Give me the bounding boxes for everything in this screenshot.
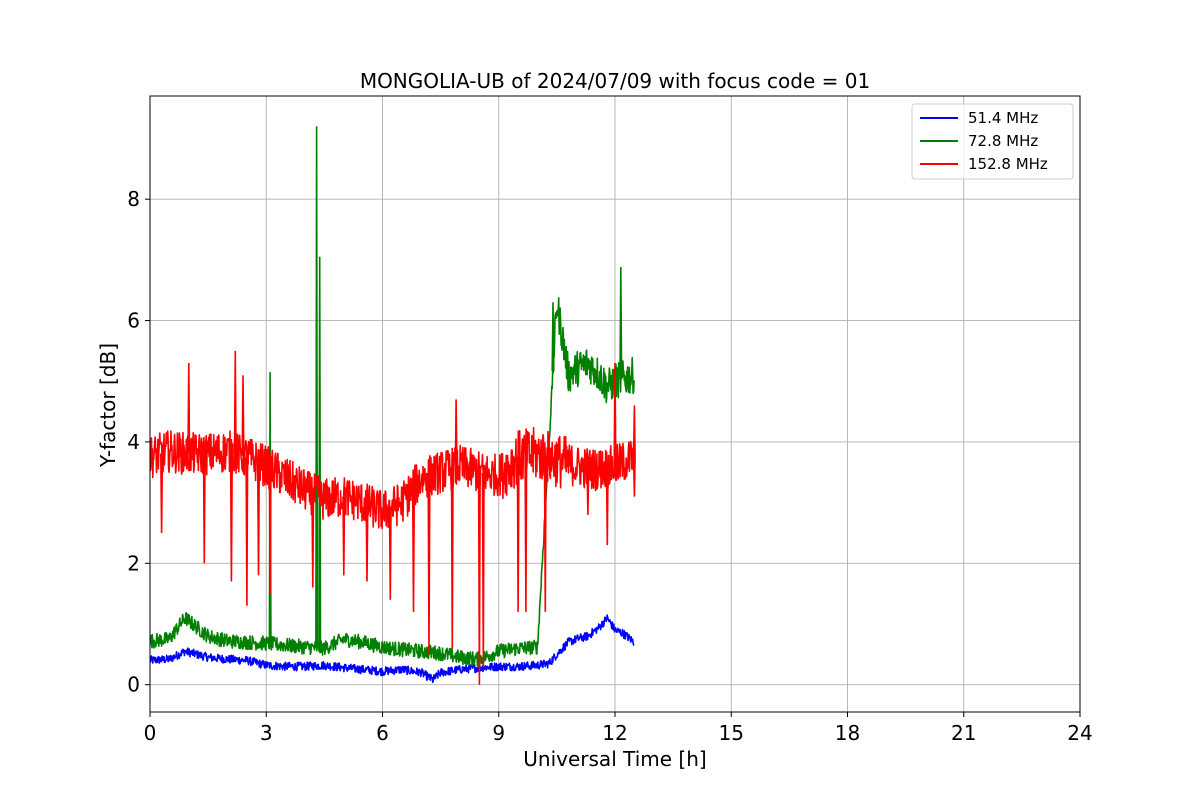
series-spike: [605, 467, 609, 546]
series-spike: [613, 362, 617, 467]
x-tick-label: 0: [144, 721, 157, 745]
series-spike: [632, 457, 636, 497]
legend-box: [911, 103, 1074, 180]
series-spike: [454, 399, 458, 468]
series-spike: [202, 454, 206, 564]
series-spike: [619, 267, 623, 380]
series-spike: [315, 126, 319, 648]
y-tick-label: 4: [127, 430, 140, 454]
y-tick-label: 8: [127, 187, 140, 211]
series-spike: [524, 455, 528, 612]
series-spike: [551, 302, 555, 372]
x-tick-label: 9: [492, 721, 505, 745]
chart-title: MONGOLIA-UB of 2024/07/09 with focus cod…: [360, 69, 870, 93]
series-spike: [241, 375, 245, 456]
y-axis-label: Y-factor [dB]: [96, 343, 120, 468]
series-spike: [632, 405, 636, 458]
x-tick-label: 12: [602, 721, 627, 745]
series-spike: [160, 453, 164, 534]
x-tick-label: 21: [951, 721, 976, 745]
x-tick-label: 15: [719, 721, 744, 745]
series-spike: [268, 468, 272, 594]
series-spike: [427, 475, 431, 655]
series-spike: [229, 452, 233, 582]
series-spike: [342, 496, 346, 576]
x-tick-label: 24: [1067, 721, 1092, 745]
series-spike: [365, 504, 369, 582]
series-spike: [187, 362, 191, 455]
y-tick-label: 2: [127, 551, 140, 575]
x-tick-label: 3: [260, 721, 273, 745]
series-spike: [543, 456, 547, 612]
series-spike: [318, 256, 322, 649]
series-layer: [150, 126, 636, 685]
x-axis-label: Universal Time [h]: [523, 747, 706, 771]
series-spike: [477, 472, 481, 685]
series-spike: [586, 467, 590, 515]
legend-label: 51.4 MHz: [968, 109, 1038, 127]
y-tick-label: 6: [127, 309, 140, 333]
series-spike: [450, 468, 454, 649]
series-spike: [311, 494, 315, 588]
legend-label: 152.8 MHz: [968, 155, 1048, 173]
legend-label: 72.8 MHz: [968, 132, 1038, 150]
series-spike: [411, 488, 416, 612]
series-spike: [481, 472, 485, 667]
x-tick-label: 18: [835, 721, 860, 745]
series-spike: [245, 457, 249, 606]
series-spike: [256, 462, 261, 576]
legend: 51.4 MHz 72.8 MHz 152.8 MHz: [911, 103, 1074, 180]
series-spike: [388, 508, 392, 600]
series-spike: [233, 350, 237, 454]
x-tick-label: 6: [376, 721, 389, 745]
series-spike: [516, 457, 520, 612]
y-tick-label: 0: [127, 673, 140, 697]
series-line: [150, 614, 635, 684]
